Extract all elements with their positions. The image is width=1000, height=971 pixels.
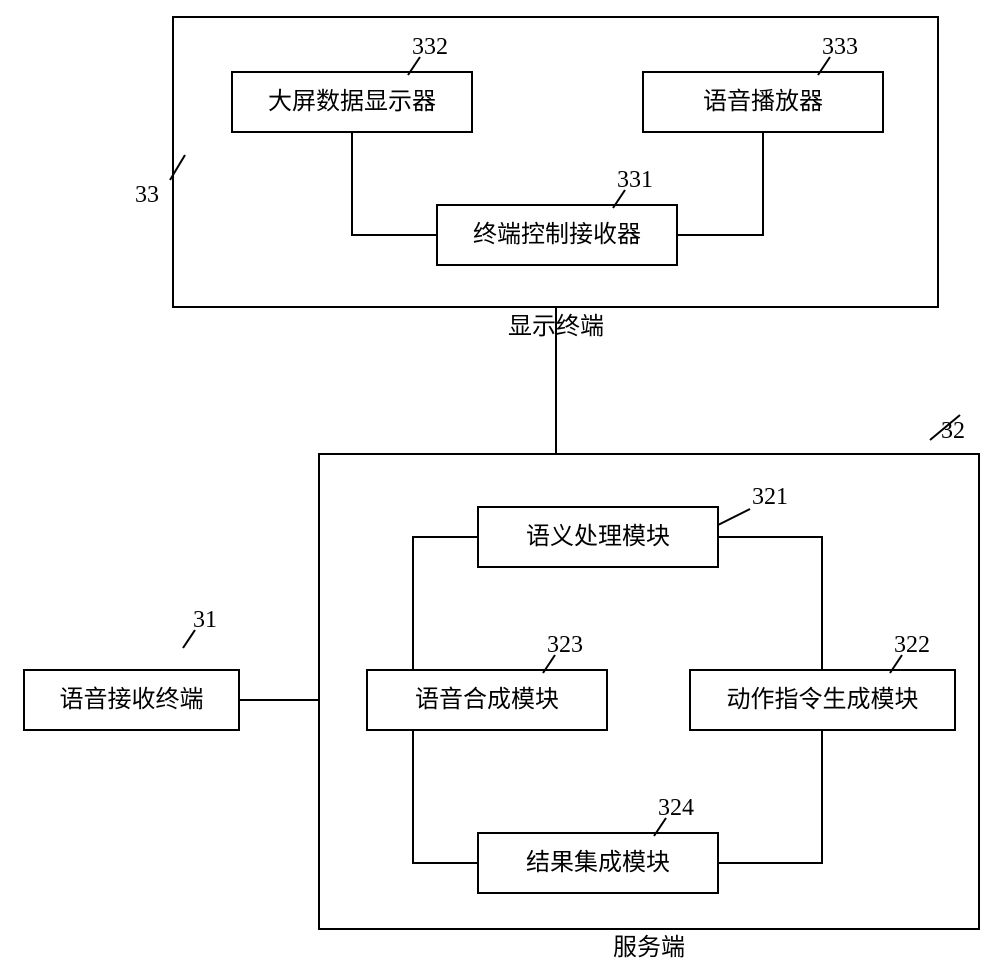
display_terminal-rect [173, 17, 938, 307]
b321-label: 语义处理模块 [526, 523, 670, 550]
connector-7 [718, 730, 822, 863]
b321-id: 321 [752, 484, 788, 510]
b333-label: 语音播放器 [703, 88, 823, 115]
labels-layer: 332 333 331 31 321 323 322 324 显示终端 33 服务端 32 [135, 34, 965, 961]
b331-label: 终端控制接收器 [473, 221, 641, 248]
b331-id: 331 [617, 167, 653, 193]
b31-id: 31 [193, 607, 217, 633]
connector-0 [352, 132, 437, 235]
blocks-layer: 大屏数据显示器 语音播放器终端控制接收器语音接收终端 语义处理模块语音合成模块 动作指… [24, 72, 955, 893]
b332-id: 332 [412, 34, 448, 60]
b324-id: 324 [658, 795, 694, 821]
connector-4 [413, 537, 478, 670]
b323-label: 语音合成模块 [415, 686, 559, 713]
connector-5 [718, 537, 822, 670]
b322-id: 322 [894, 632, 930, 658]
server-id: 32 [941, 418, 965, 444]
connector-1 [677, 132, 763, 235]
b31-label: 语音接收终端 [60, 686, 204, 713]
b323-id: 323 [547, 632, 583, 658]
b332-label: 大屏数据显示器 [268, 88, 436, 115]
b333-id: 333 [822, 34, 858, 60]
server-label: 服务端 [613, 934, 685, 961]
system-diagram: 大屏数据显示器 语音播放器终端控制接收器语音接收终端 语义处理模块语音合成模块 动作指… [0, 0, 1000, 971]
display_terminal-label: 显示终端 [508, 313, 604, 340]
connector-6 [413, 730, 478, 863]
b324-label: 结果集成模块 [526, 849, 670, 876]
b321-leader [718, 509, 750, 525]
b322-label: 动作指令生成模块 [727, 686, 919, 713]
display_terminal-id: 33 [135, 182, 159, 208]
